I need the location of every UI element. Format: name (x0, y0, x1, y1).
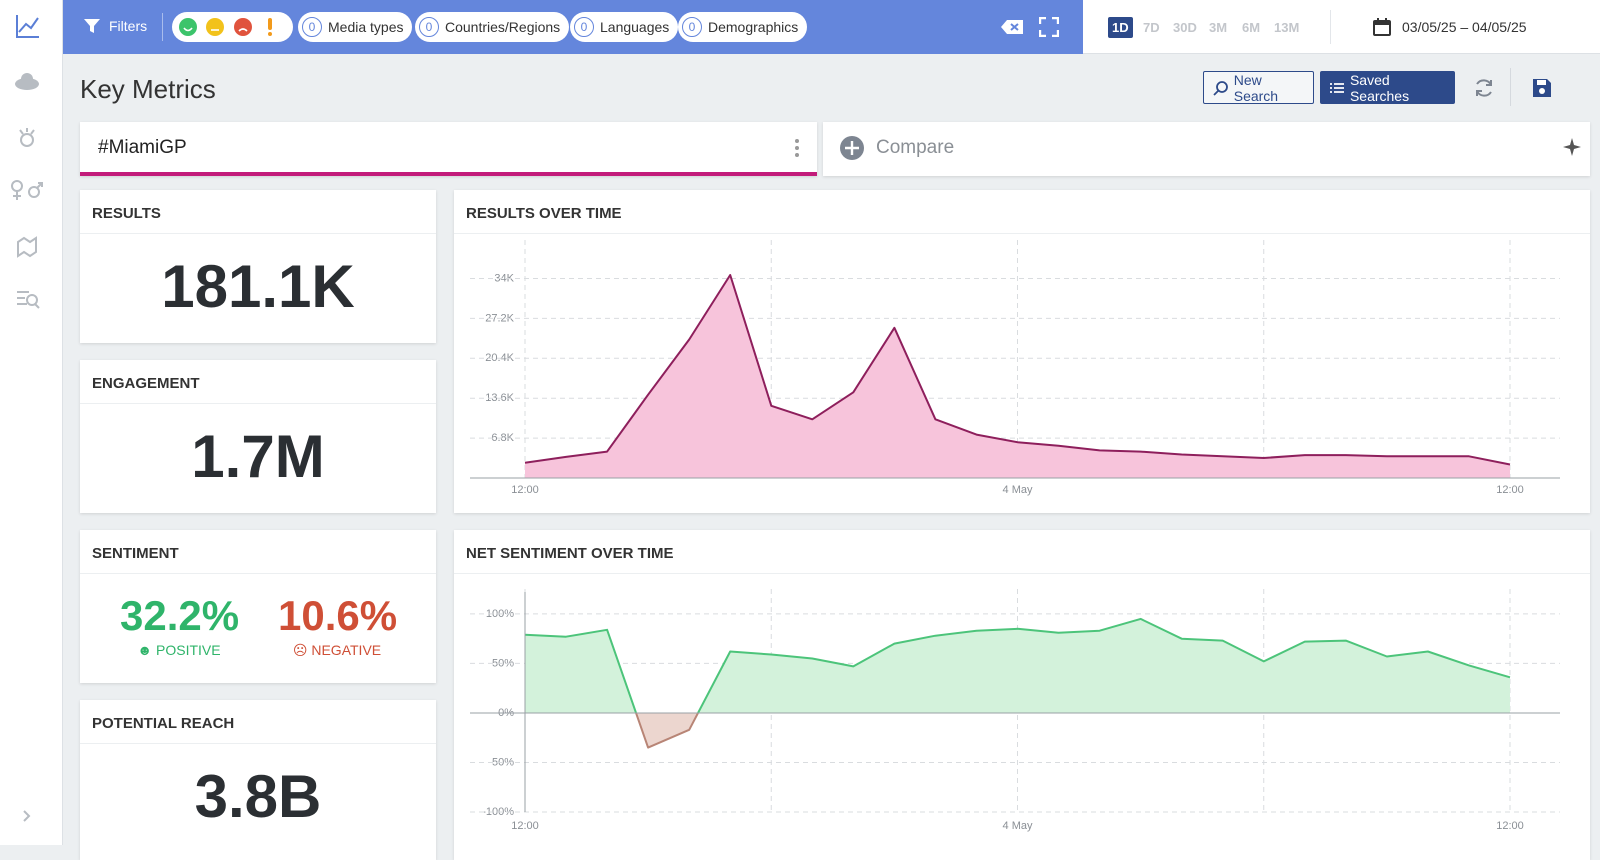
time-range[interactable]: 3M (1209, 20, 1228, 35)
chip[interactable]: 0 Media types (298, 12, 413, 42)
metric-card: POTENTIAL REACH 3.8B (80, 700, 436, 860)
metric-value: 181.1K (161, 253, 355, 320)
sentiment-icons (179, 18, 272, 36)
card-title: ENGAGEMENT (80, 360, 436, 404)
negative-value: 10.6% (278, 592, 398, 639)
chart-card: RESULTS OVER TIME (454, 190, 1590, 513)
card-title: SENTIMENT (80, 530, 436, 574)
divider (1510, 68, 1511, 106)
saved-searches-button[interactable]: Saved Searches (1320, 71, 1455, 104)
chip-label: Languages (600, 19, 670, 35)
chart-title: RESULTS OVER TIME (454, 190, 1590, 234)
filters-button[interactable]: Filters (83, 17, 147, 35)
divider (1330, 10, 1331, 44)
time-range[interactable]: 7D (1143, 20, 1160, 35)
chip-label: Media types (328, 19, 404, 35)
label-text: NEGATIVE (311, 642, 382, 658)
filter-icon (84, 19, 100, 33)
positive-label: ☻ POSITIVE (137, 642, 221, 658)
negative-label: ☹ NEGATIVE (292, 642, 382, 658)
time-range[interactable]: 6M (1242, 20, 1261, 35)
chip-label: Demographics (708, 19, 799, 35)
chip-count: 0 (682, 17, 702, 37)
chip[interactable]: 0 Demographics (678, 12, 808, 42)
metric-card: ENGAGEMENT 1.7M (80, 360, 436, 513)
chip-count: 0 (419, 17, 439, 37)
metric-card: SENTIMENT 32.2% ☻ POSITIVE 10.6% ☹ NEGAT… (80, 530, 436, 683)
filters-label: Filters (109, 18, 148, 34)
chart-title: NET SENTIMENT OVER TIME (454, 530, 1590, 574)
time-range[interactable]: 1D (1108, 17, 1133, 38)
metric-value: 3.8B (194, 763, 322, 830)
search-box[interactable]: #MiamiGP (80, 122, 817, 176)
search-query: #MiamiGP (98, 137, 187, 158)
sidebar (0, 0, 63, 845)
chart-card: NET SENTIMENT OVER TIME (454, 530, 1590, 860)
time-range[interactable]: 30D (1173, 20, 1197, 35)
new-search-button[interactable]: New Search (1203, 71, 1314, 104)
refresh-button[interactable] (1473, 77, 1495, 99)
card-title: RESULTS (80, 190, 436, 234)
list-icon (1330, 82, 1344, 93)
calendar-icon[interactable] (1372, 17, 1392, 37)
chip[interactable]: 0 Countries/Regions (415, 12, 570, 42)
positive-value: 32.2% (120, 592, 240, 639)
save-button[interactable] (1531, 77, 1553, 99)
chip[interactable]: 0 Languages (570, 12, 679, 42)
page-title: Key Metrics (80, 74, 216, 104)
compare-label: Compare (876, 137, 955, 158)
top-bar: Filters 0 Media types 0 Countries/Regions … (63, 0, 1083, 54)
divider (162, 13, 163, 41)
metric-value: 1.7M (191, 423, 325, 490)
sidebar-icons (11, 15, 43, 822)
metric-card: RESULTS 181.1K (80, 190, 436, 343)
button-label: Saved Searches (1349, 71, 1410, 104)
add-icon (840, 136, 864, 160)
time-range[interactable]: 13M (1274, 20, 1300, 35)
fullscreen-button[interactable] (1039, 17, 1059, 37)
chip-count: 0 (302, 17, 322, 37)
search-icon (1213, 80, 1228, 96)
ai-icon[interactable] (1561, 136, 1583, 158)
date-range[interactable]: 03/05/25 – 04/05/25 (1402, 19, 1527, 35)
menu-icon[interactable] (793, 138, 801, 158)
button-label: New Search (1233, 71, 1279, 104)
card-title: POTENTIAL REACH (80, 700, 436, 744)
time-bar: 1D 7D 30D 3M 6M 13M 03/05/25 – 04/05/25 (1083, 0, 1600, 54)
clear-button[interactable] (998, 15, 1028, 39)
sentiment-filter[interactable] (172, 12, 293, 42)
chip-count: 0 (574, 17, 594, 37)
label-text: POSITIVE (156, 642, 221, 658)
compare-box[interactable]: Compare (823, 122, 1590, 176)
chip-label: Countries/Regions (445, 19, 561, 35)
